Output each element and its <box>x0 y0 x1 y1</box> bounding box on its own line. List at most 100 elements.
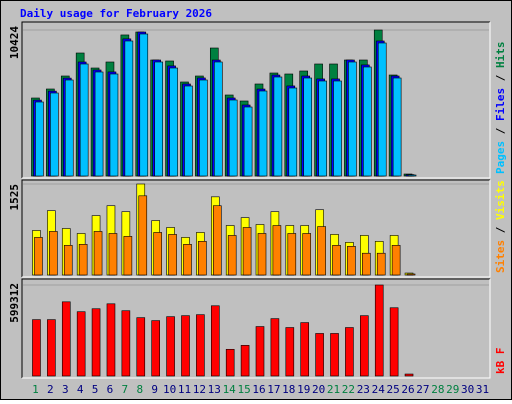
bar <box>94 71 104 177</box>
x-tick-label: 31 <box>476 383 489 396</box>
x-tick-label: 9 <box>151 383 158 396</box>
bar <box>108 233 118 276</box>
panel-shadow <box>21 179 490 277</box>
bar <box>362 252 371 276</box>
bar <box>49 231 58 276</box>
bar <box>213 61 223 177</box>
bar <box>345 327 354 377</box>
bar <box>138 195 148 276</box>
legend-separator: / <box>494 220 507 240</box>
bar <box>93 231 103 276</box>
bar <box>106 303 116 377</box>
x-tick-label: 30 <box>461 383 474 396</box>
bar <box>333 80 342 177</box>
bar <box>183 244 192 276</box>
x-tick-label: 5 <box>92 383 99 396</box>
x-tick-label: 6 <box>107 383 114 396</box>
x-tick-label: 4 <box>77 383 84 396</box>
bar <box>407 174 417 177</box>
bar <box>285 327 295 377</box>
x-tick-label: 1 <box>32 383 39 396</box>
bar <box>199 79 208 177</box>
x-tick-label: 10 <box>163 383 176 396</box>
legend: Sites / Visits <box>494 180 507 273</box>
panel-light <box>22 279 491 379</box>
legend-entry: Sites <box>494 240 507 273</box>
bar <box>78 244 88 276</box>
x-tick-label: 22 <box>342 383 355 396</box>
bar <box>347 245 356 276</box>
x-tick-label: 25 <box>387 383 400 396</box>
x-tick-label: 13 <box>208 383 221 396</box>
x-tick-label: 17 <box>267 383 280 396</box>
bar <box>242 227 252 276</box>
bar <box>210 305 220 377</box>
bar <box>61 301 71 377</box>
bar <box>255 326 265 377</box>
y-tick-label: 1525 <box>8 184 21 211</box>
bar <box>123 236 133 276</box>
bar <box>377 42 387 177</box>
x-tick-label: 16 <box>252 383 265 396</box>
bar <box>79 63 89 177</box>
legend-entry: kB F <box>494 348 507 375</box>
bar <box>240 345 250 377</box>
bar <box>166 316 175 377</box>
bar <box>391 245 401 276</box>
bar <box>300 322 310 377</box>
legend-entry: Files <box>494 88 507 121</box>
bar <box>181 315 190 377</box>
bar <box>109 73 119 177</box>
x-tick-label: 21 <box>327 383 340 396</box>
x-tick-label: 11 <box>178 383 191 396</box>
legend-entry: Visits <box>494 180 507 220</box>
chart-title: Daily usage for February 2026 <box>20 7 212 20</box>
bar <box>332 245 341 276</box>
bar <box>228 99 238 177</box>
bar <box>406 273 416 276</box>
bar <box>63 245 73 276</box>
x-tick-label: 12 <box>193 383 206 396</box>
x-tick-label: 24 <box>372 383 386 396</box>
bar <box>121 310 131 377</box>
bar <box>154 61 163 177</box>
y-tick-label: 10424 <box>8 26 21 59</box>
bar <box>136 317 146 377</box>
x-tick-label: 19 <box>297 383 310 396</box>
x-tick-label: 23 <box>357 383 370 396</box>
bar <box>91 308 101 377</box>
bar <box>392 77 402 177</box>
bar <box>47 319 56 377</box>
bar <box>303 77 313 177</box>
x-tick-label: 2 <box>47 383 54 396</box>
bar <box>258 90 268 177</box>
bar <box>169 67 178 177</box>
legend-entry: Pages <box>494 141 507 174</box>
bar <box>139 33 149 177</box>
x-tick-label: 28 <box>431 383 444 396</box>
bar <box>288 87 298 177</box>
bar <box>76 311 86 377</box>
panel-shadow <box>21 21 490 178</box>
bar <box>198 241 207 276</box>
x-tick-label: 29 <box>446 383 459 396</box>
x-tick-label: 20 <box>312 383 325 396</box>
bar <box>168 234 177 276</box>
x-tick-label: 18 <box>282 383 295 396</box>
x-tick-label: 27 <box>416 383 429 396</box>
x-tick-label: 7 <box>122 383 129 396</box>
x-tick-label: 15 <box>237 383 250 396</box>
bar <box>317 226 326 276</box>
bar <box>196 314 205 377</box>
legend-separator: / <box>494 121 507 141</box>
bar <box>35 101 44 177</box>
bar <box>270 318 280 377</box>
bar <box>243 106 253 177</box>
legend: kB F <box>494 348 507 375</box>
bar <box>32 319 41 377</box>
bar <box>363 66 372 177</box>
bar <box>315 333 324 377</box>
bar <box>151 320 160 377</box>
bar <box>184 85 193 177</box>
bar <box>360 315 369 377</box>
